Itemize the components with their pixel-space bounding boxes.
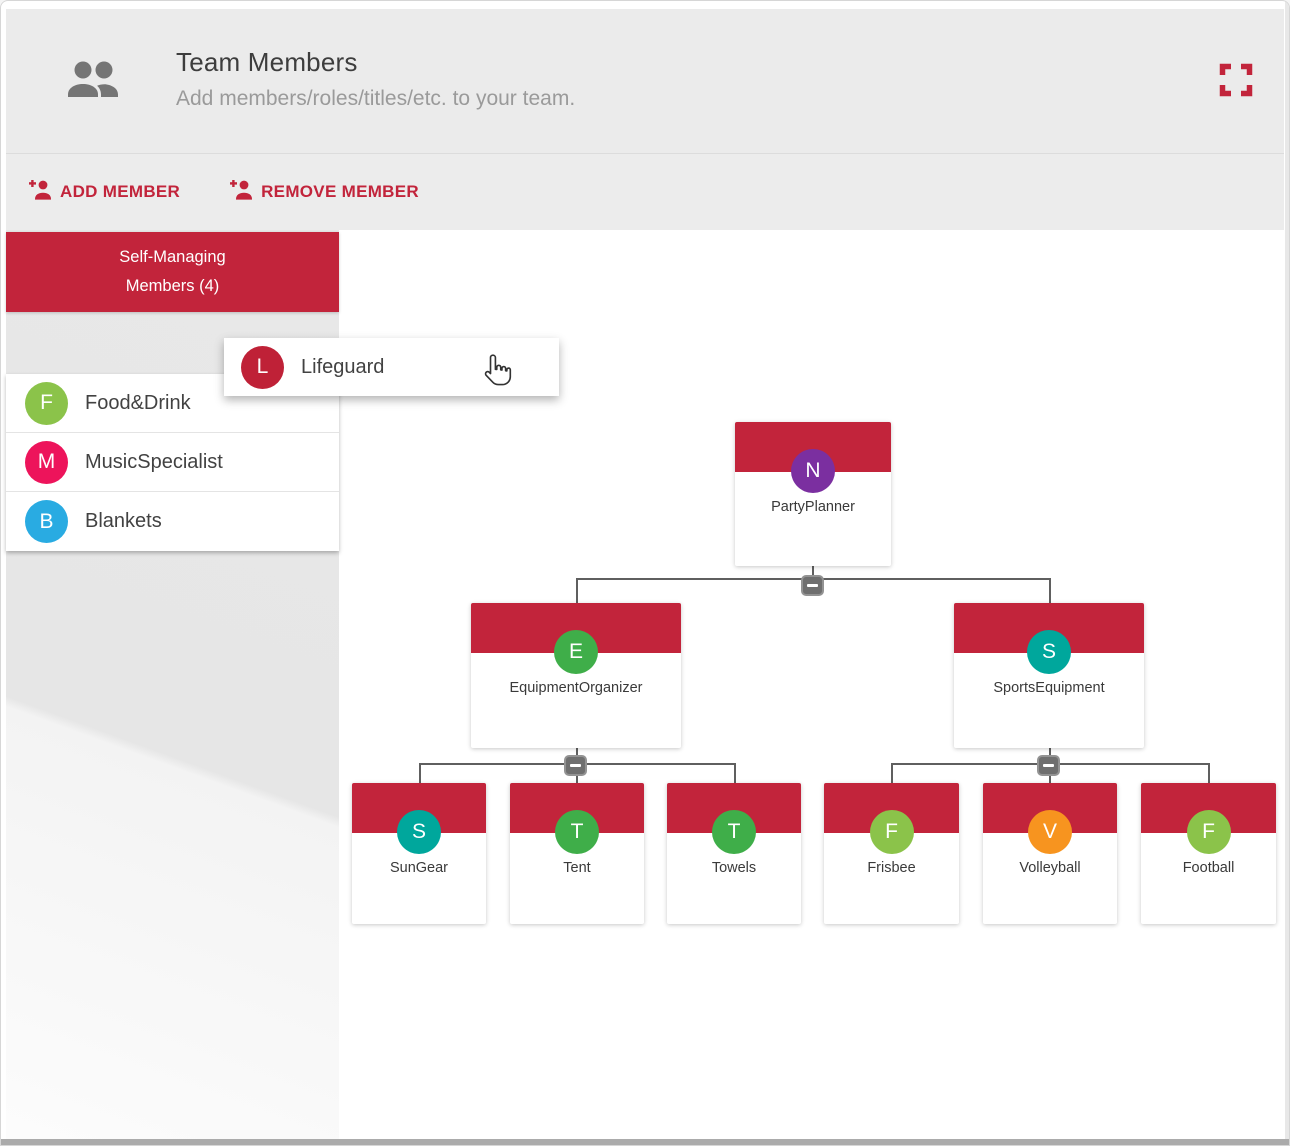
avatar: B	[25, 500, 68, 543]
self-managing-members-list: F Food&Drink M MusicSpecialist B Blanket…	[6, 374, 339, 551]
collapse-button-equipmentorganizer[interactable]	[564, 755, 587, 776]
avatar: N	[791, 449, 835, 493]
org-node-frisbee[interactable]: F Frisbee	[824, 783, 959, 924]
avatar: T	[555, 810, 599, 854]
node-label: EquipmentOrganizer	[509, 680, 643, 696]
avatar: V	[1028, 810, 1072, 854]
avatar: F	[869, 810, 914, 854]
connector-line	[419, 763, 421, 783]
dragged-item-label: Lifeguard	[301, 355, 385, 378]
org-node-partyplanner[interactable]: N PartyPlanner	[735, 422, 891, 566]
collapse-button-sportsequipment[interactable]	[1037, 755, 1060, 776]
vertical-scrollbar-track[interactable]	[1284, 1, 1289, 1139]
header-bar: Team Members Add members/roles/titles/et…	[6, 9, 1284, 153]
minus-icon	[570, 764, 581, 767]
list-item-label: Blankets	[85, 510, 162, 532]
connector-line	[1208, 763, 1210, 783]
person-add-icon	[28, 179, 54, 205]
avatar: E	[554, 630, 598, 674]
avatar: L	[241, 345, 284, 389]
avatar: S	[397, 810, 441, 854]
node-label: Towels	[711, 860, 757, 876]
side-header-line1: Self-Managing	[119, 248, 226, 266]
page-title: Team Members	[176, 47, 358, 77]
node-label: Football	[1182, 860, 1235, 876]
org-node-volleyball[interactable]: V Volleyball	[983, 783, 1117, 924]
list-item-label: Food&Drink	[85, 391, 191, 414]
minus-icon	[1043, 764, 1054, 767]
avatar: T	[712, 810, 756, 854]
people-icon	[64, 59, 122, 106]
list-item-label: MusicSpecialist	[85, 450, 223, 473]
list-item-blankets[interactable]: B Blankets	[6, 492, 339, 551]
org-node-towels[interactable]: T Towels	[667, 783, 801, 924]
avatar: M	[25, 440, 68, 484]
connector-line	[576, 578, 578, 603]
connector-line	[812, 566, 814, 579]
node-label: SunGear	[389, 860, 449, 876]
add-member-label: ADD MEMBER	[60, 182, 181, 201]
fullscreen-button[interactable]	[1216, 62, 1256, 102]
hand-pointer-icon	[483, 353, 513, 392]
person-add-icon	[229, 179, 255, 205]
list-item-musicspecialist[interactable]: M MusicSpecialist	[6, 433, 339, 492]
org-node-football[interactable]: F Football	[1141, 783, 1276, 924]
self-managing-members-header: Self-Managing Members (4)	[6, 232, 339, 312]
node-label: SportsEquipment	[993, 680, 1105, 696]
avatar: S	[1027, 630, 1071, 674]
avatar: F	[25, 381, 68, 425]
collapse-button-partyplanner[interactable]	[801, 575, 824, 596]
page-subtitle: Add members/roles/titles/etc. to your te…	[176, 87, 576, 110]
node-label: Volleyball	[1019, 860, 1081, 876]
connector-line	[891, 763, 893, 783]
bottom-window-edge	[1, 1139, 1289, 1145]
dragged-item-lifeguard[interactable]: L Lifeguard	[224, 338, 559, 396]
node-label: PartyPlanner	[771, 499, 855, 515]
side-header-line2: Members (4)	[125, 277, 220, 295]
org-node-sungear[interactable]: S SunGear	[352, 783, 486, 924]
avatar: F	[1186, 810, 1231, 854]
org-node-sportsequipment[interactable]: S SportsEquipment	[954, 603, 1144, 748]
connector-line	[1049, 578, 1051, 603]
fullscreen-icon	[1219, 63, 1253, 102]
connector-line	[734, 763, 736, 783]
remove-member-label: REMOVE MEMBER	[261, 182, 419, 201]
org-node-tent[interactable]: T Tent	[510, 783, 644, 924]
node-label: Tent	[563, 860, 591, 876]
org-node-equipmentorganizer[interactable]: E EquipmentOrganizer	[471, 603, 681, 748]
remove-member-button[interactable]: REMOVE MEMBER	[229, 179, 419, 205]
add-member-button[interactable]: ADD MEMBER	[28, 179, 180, 205]
toolbar: ADD MEMBER REMOVE MEMBER	[6, 153, 1284, 230]
node-label: Frisbee	[867, 860, 916, 876]
minus-icon	[807, 584, 818, 587]
